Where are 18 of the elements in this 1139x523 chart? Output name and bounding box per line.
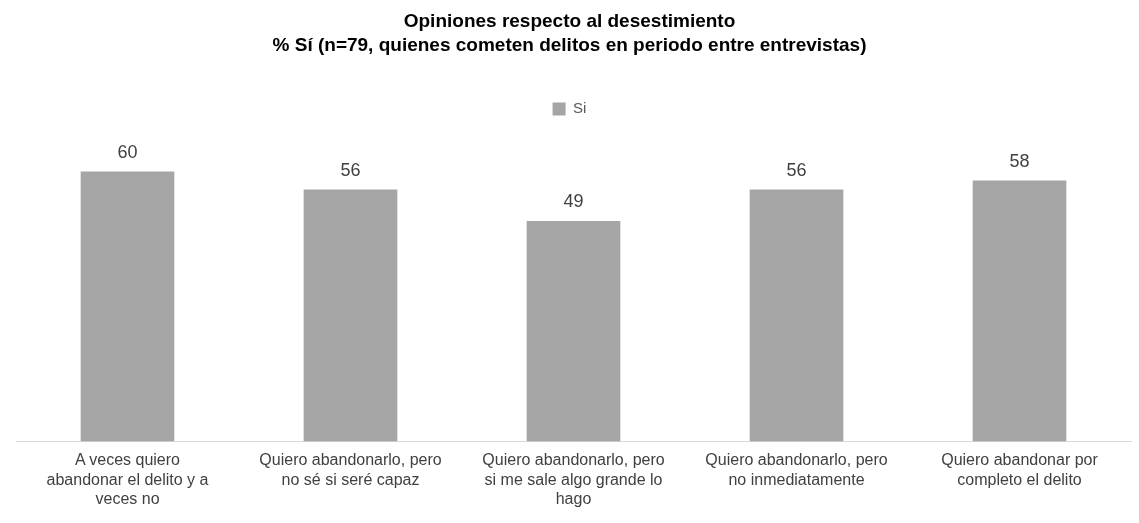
chart-title: Opiniones respecto al desestimiento: [403, 9, 736, 31]
bar: [80, 171, 175, 442]
data-label: 56: [340, 159, 361, 180]
x-tick-label: Quiero abandonarlo, pero no inmediatamente: [705, 451, 888, 488]
x-tick-label: Quiero abandonar por completo el delito: [941, 451, 1099, 488]
bar: [303, 189, 398, 442]
data-label: 49: [563, 191, 584, 212]
legend-label: Si: [573, 99, 587, 117]
chart-subtitle: % Sí (n=79, quienes cometen delitos en periodo entre entrevistas): [272, 34, 867, 56]
bar: [749, 189, 844, 442]
x-tick-label: Quiero abandonarlo, pero no sé si seré capaz: [259, 451, 442, 488]
x-tick-label: A veces quiero abandonar el delito y a veces no: [46, 451, 209, 507]
bar: [526, 221, 621, 442]
data-label: 58: [1009, 150, 1030, 171]
data-label: 56: [786, 159, 807, 180]
x-tick-label: Quiero abandonarlo, pero si me sale algo grande lo hago: [482, 451, 665, 507]
bar: [972, 180, 1067, 442]
data-label: 60: [117, 141, 138, 162]
